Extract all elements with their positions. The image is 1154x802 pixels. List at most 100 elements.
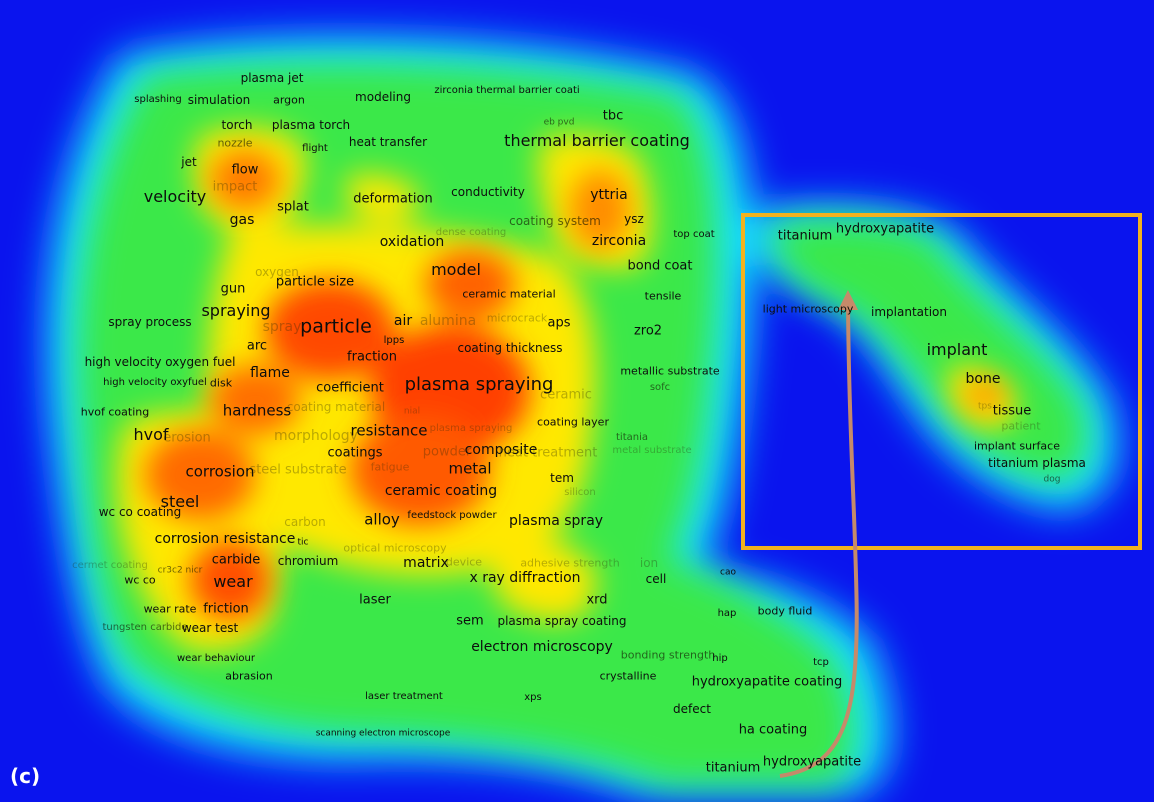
term-label: corrosion: [185, 462, 255, 481]
term-label: tps: [978, 401, 992, 412]
term-label: plasma spraying: [404, 374, 554, 395]
term-label: fatigue: [370, 460, 410, 474]
term-label: titania: [616, 432, 648, 443]
term-label: spray: [262, 319, 302, 335]
term-label: yttria: [590, 187, 628, 203]
term-label: high velocity oxyfuel: [103, 377, 207, 388]
term-label: metallic substrate: [620, 364, 720, 378]
term-label: wear behaviour: [177, 653, 255, 664]
term-label: cell: [645, 572, 667, 586]
term-label: electron microscopy: [471, 639, 613, 655]
term-label: composite: [464, 442, 538, 458]
term-label: erosion: [163, 430, 211, 446]
term-label: steel substrate: [249, 462, 347, 478]
term-label: body fluid: [757, 604, 813, 618]
term-label: ceramic coating: [384, 483, 498, 499]
term-label: coating layer: [537, 415, 609, 429]
term-label: resistance: [350, 421, 428, 440]
term-label: gun: [220, 281, 246, 297]
term-label: modeling: [355, 90, 411, 104]
term-label: splat: [277, 199, 309, 215]
term-label: friction: [203, 601, 249, 617]
term-label: wc co: [124, 573, 156, 587]
term-label: tbc: [602, 108, 624, 124]
term-label: argon: [273, 93, 305, 107]
term-label: flow: [231, 162, 259, 178]
term-label: simulation: [187, 93, 251, 107]
term-label: nial: [403, 406, 421, 417]
term-label: xps: [524, 692, 542, 703]
term-label: flame: [250, 365, 290, 381]
term-label: aps: [547, 315, 571, 331]
term-label: coating system: [509, 214, 601, 228]
term-label: hydroxyapatite coating: [691, 674, 843, 690]
term-label: crystalline: [599, 669, 657, 683]
term-label: fraction: [347, 349, 397, 365]
term-label: ysz: [624, 212, 644, 226]
term-label: spraying: [201, 301, 271, 320]
term-label: titanium plasma: [988, 456, 1086, 470]
density-layer-peak: [145, 150, 1005, 620]
term-label: powder: [422, 444, 472, 460]
term-label: velocity: [143, 187, 207, 206]
term-label: carbon: [284, 515, 326, 529]
term-label: titanium: [705, 760, 761, 776]
term-label: coefficient: [316, 380, 384, 396]
term-label: tcp: [813, 657, 829, 668]
arrow: [779, 290, 859, 778]
term-label: thermal barrier coating: [504, 131, 690, 150]
term-label: bond coat: [627, 258, 693, 274]
term-label: bone: [965, 371, 1001, 387]
term-label: matrix: [403, 555, 449, 571]
term-label: tensile: [644, 289, 682, 303]
term-label: hap: [717, 608, 737, 619]
term-label: implant surface: [974, 439, 1060, 453]
term-label: feedstock powder: [407, 510, 497, 521]
term-label: hydroxyapatite: [835, 221, 935, 237]
term-label: splashing: [134, 94, 182, 105]
term-label: hvof coating: [80, 405, 150, 419]
term-label: jet: [181, 155, 197, 169]
term-label: defect: [673, 702, 711, 716]
term-label: dog: [1043, 474, 1061, 485]
term-label: tungsten carbide: [102, 622, 188, 633]
term-label: ha coating: [738, 722, 808, 738]
term-label: implant: [926, 340, 988, 359]
term-label: scanning electron microscope: [315, 728, 451, 739]
term-label: wc co coating: [98, 505, 182, 519]
term-label: chromium: [277, 554, 339, 568]
term-label: wear test: [181, 621, 239, 635]
term-label: abrasion: [225, 669, 273, 683]
term-label: cr3c2 nicr: [157, 565, 203, 576]
term-label: sem: [456, 613, 484, 629]
term-label: hardness: [222, 401, 292, 420]
term-label: corrosion resistance: [154, 531, 296, 547]
term-label: torch: [221, 118, 253, 132]
term-label: particle size: [275, 274, 355, 290]
term-label: titanium: [777, 228, 833, 244]
term-label: lpps: [383, 335, 405, 346]
term-label: wear rate: [143, 602, 197, 616]
term-label: heat treatment: [498, 445, 598, 461]
term-label: morphology: [274, 428, 358, 444]
term-label: tic: [297, 537, 309, 548]
highlight-box: [741, 213, 1142, 550]
term-label: patient: [1001, 419, 1041, 433]
term-label: deformation: [353, 191, 433, 207]
term-label: plasma spraying: [429, 423, 513, 434]
term-label: heat transfer: [348, 135, 428, 149]
term-label: ceramic: [540, 387, 592, 403]
term-label: alloy: [364, 510, 400, 529]
term-label: high velocity oxygen fuel: [84, 355, 236, 369]
term-label: sofc: [649, 382, 671, 393]
term-label: model: [431, 260, 481, 279]
term-label: hip: [712, 653, 728, 664]
term-label: xrd: [586, 592, 608, 608]
term-label: plasma spray coating: [497, 614, 627, 628]
term-label: hvof: [133, 425, 169, 444]
term-label: hydroxyapatite: [762, 754, 862, 770]
term-label: disk: [209, 376, 233, 390]
term-label: plasma torch: [271, 118, 351, 132]
term-label: coating material: [286, 400, 386, 414]
term-label: conductivity: [451, 185, 525, 199]
